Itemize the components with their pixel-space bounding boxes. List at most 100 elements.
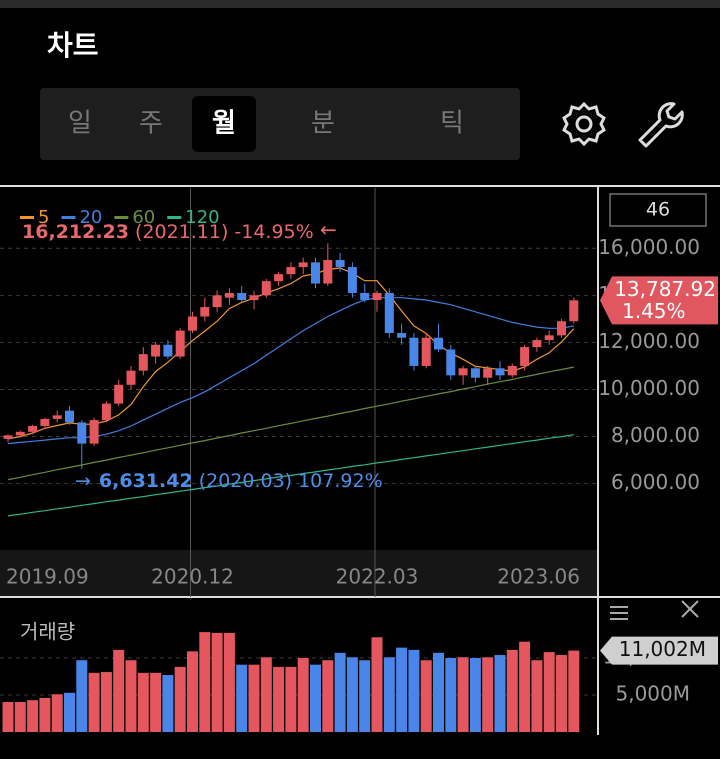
volume-bar	[310, 664, 321, 732]
volume-bar	[223, 632, 235, 732]
volume-bar	[150, 672, 162, 732]
volume-bar	[137, 672, 149, 732]
candle-body	[40, 418, 50, 426]
settings-icon[interactable]	[562, 101, 606, 147]
tab[interactable]: 분	[311, 109, 335, 139]
volume-bar	[494, 655, 506, 732]
volume-bar	[187, 651, 198, 732]
volume-bar	[531, 660, 543, 732]
x-tick-label: 2019.09	[6, 565, 89, 589]
candle-body	[335, 260, 345, 268]
low-note: → 6,631.42 (2020.03) 107.92%	[75, 470, 383, 492]
candle-body	[458, 368, 468, 376]
price-tag-change: 1.45%	[622, 299, 686, 323]
candle-body	[138, 354, 148, 371]
y-tick-label: 6,000.00	[611, 470, 700, 494]
volume-bar	[457, 657, 469, 732]
volume-bar	[556, 655, 567, 732]
candle-body	[237, 292, 247, 301]
volume-bar	[39, 697, 51, 732]
candle-body	[569, 300, 579, 322]
menu-icon[interactable]	[610, 606, 628, 620]
low-change: 107.92%	[298, 470, 383, 492]
low-value: 6,631.42	[99, 470, 193, 492]
high-note: 16,212.23 (2021.11) -14.95%	[22, 221, 314, 243]
y-tick-label: 16,000.00	[598, 235, 700, 259]
candle-body	[65, 410, 74, 423]
volume-bar	[88, 672, 100, 732]
candle-body	[89, 420, 99, 444]
legend-label: 5	[38, 207, 49, 228]
volume-bar	[346, 657, 358, 732]
ma-line	[7, 297, 574, 445]
volume-bar	[27, 700, 39, 732]
candle-body	[77, 422, 87, 444]
price-tag-value: 13,787.92	[614, 277, 716, 301]
volume-tag-value: 11,002M	[619, 637, 706, 661]
volume-bar	[482, 657, 494, 732]
y-tick-label: 8,000.00	[611, 423, 700, 447]
candle-body	[532, 340, 542, 348]
candle-body	[470, 368, 480, 378]
tab-bar	[40, 88, 520, 160]
legend-swatch	[20, 216, 34, 219]
candle-body	[126, 370, 136, 385]
volume-bar	[506, 649, 518, 732]
candle-body	[101, 403, 111, 421]
volume-bar	[408, 649, 420, 732]
volume-bar	[568, 650, 580, 732]
candle-body	[163, 344, 173, 357]
candle-body	[151, 344, 161, 357]
candle-body	[28, 425, 38, 432]
tab[interactable]: 주	[139, 109, 163, 139]
legend-label: 120	[185, 207, 219, 228]
legend-swatch	[61, 216, 76, 219]
candle-body	[323, 260, 333, 284]
y-tick-label: 12,000.00	[598, 329, 700, 353]
volume-bar	[211, 632, 223, 732]
volume-bar	[236, 664, 248, 732]
low-arrow: →	[75, 470, 91, 492]
legend-label: 60	[132, 207, 155, 228]
volume-bar	[248, 664, 260, 732]
volume-bar	[469, 658, 481, 732]
status-strip	[0, 0, 720, 8]
volume-bar	[260, 657, 272, 732]
candle-body	[397, 332, 407, 338]
tools-icon[interactable]	[638, 102, 684, 148]
tab[interactable]: 틱	[440, 109, 464, 139]
volume-bar	[420, 660, 432, 732]
candle-body	[52, 415, 62, 419]
candle-body	[212, 295, 222, 308]
volume-bar	[76, 660, 88, 732]
candle-body	[409, 337, 419, 366]
volume-bar	[383, 657, 395, 732]
candle-body	[483, 368, 493, 378]
high-value: 16,212.23	[22, 221, 129, 243]
candle-body	[544, 335, 554, 341]
y-tick-label: 5,000M	[615, 682, 690, 706]
close-icon[interactable]	[681, 600, 699, 618]
volume-bar	[543, 652, 555, 732]
volume-bar	[14, 702, 26, 732]
tab[interactable]: 일	[68, 109, 92, 139]
ma-line	[7, 434, 574, 517]
high-arrow: ←	[320, 218, 337, 242]
tab[interactable]: 월	[212, 109, 236, 139]
count-label: 46	[646, 199, 670, 221]
volume-bar	[334, 652, 346, 732]
volume-bar	[51, 694, 63, 732]
ma-line	[7, 366, 574, 481]
legend-swatch	[114, 216, 129, 219]
volume-tag	[600, 636, 718, 665]
volume-bar	[433, 652, 444, 732]
candle-body	[507, 365, 517, 376]
candle-body	[286, 267, 296, 275]
low-date: (2020.03)	[199, 470, 292, 492]
volume-title: 거래량	[20, 620, 75, 644]
count-box[interactable]	[609, 193, 707, 227]
volume-bar	[396, 647, 408, 732]
volume-bar	[297, 658, 309, 732]
